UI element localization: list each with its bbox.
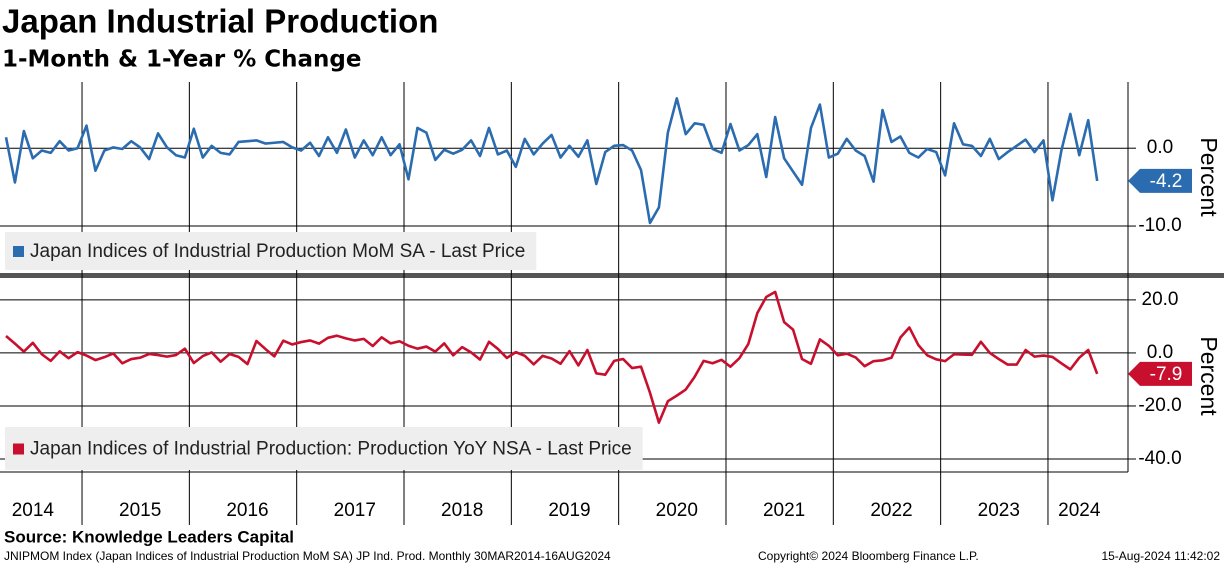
series-line: [4, 97, 1099, 225]
panel-separator: [0, 273, 1224, 278]
legend: Japan Indices of Industrial Production: …: [5, 427, 643, 470]
y-axis-title: Percent: [1196, 137, 1222, 217]
x-tick-label: 2023: [978, 500, 1020, 521]
x-tick-label: 2019: [548, 500, 590, 521]
x-tick-label: 2020: [656, 500, 698, 521]
source: Source: Knowledge Leaders Capital: [4, 527, 294, 546]
x-tick-label: 2021: [763, 500, 805, 521]
last-value-label: -7.9: [1150, 364, 1183, 385]
series-line: [5, 290, 1099, 424]
last-value-tag: [1128, 168, 1192, 193]
legend: Japan Indices of Industrial Production M…: [5, 232, 537, 270]
last-value-label: -4.2: [1150, 171, 1183, 192]
x-tick-label: 2014: [12, 500, 55, 521]
y-axis-title: Percent: [1196, 336, 1222, 416]
timestamp: 15-Aug-2024 11:42:02: [1101, 549, 1220, 563]
x-tick-label: 2024: [1058, 500, 1101, 521]
legend-label: Japan Indices of Industrial Production M…: [30, 241, 525, 262]
last-value-tag: [1128, 361, 1192, 386]
chart-subtitle: 1-Month & 1-Year % Change: [2, 47, 362, 73]
legend-swatch: [13, 443, 24, 455]
x-tick-label: 2018: [441, 500, 483, 521]
x-tick-label: 2017: [334, 500, 376, 521]
legend-box: [5, 232, 537, 270]
x-tick-label: 2022: [870, 500, 912, 521]
x-tick-label: 2015: [119, 500, 161, 521]
y-tick-label: 0.0: [1147, 342, 1173, 363]
legend-label: Japan Indices of Industrial Production: …: [30, 439, 632, 460]
x-tick-label: 2016: [226, 500, 268, 521]
y-tick-label: 0.0: [1147, 137, 1173, 158]
legend-box: [5, 427, 643, 470]
index-note: JNIPMOM Index (Japan Indices of Industri…: [4, 549, 611, 563]
copyright: Copyright© 2024 Bloomberg Finance L.P.: [758, 549, 979, 563]
y-tick-label: -10.0: [1138, 215, 1181, 236]
chart-title: Japan Industrial Production: [2, 3, 438, 40]
y-tick-label: -20.0: [1138, 395, 1181, 416]
y-tick-label: -40.0: [1138, 448, 1181, 469]
y-tick-label: 20.0: [1142, 289, 1179, 310]
legend-swatch: [13, 246, 24, 257]
